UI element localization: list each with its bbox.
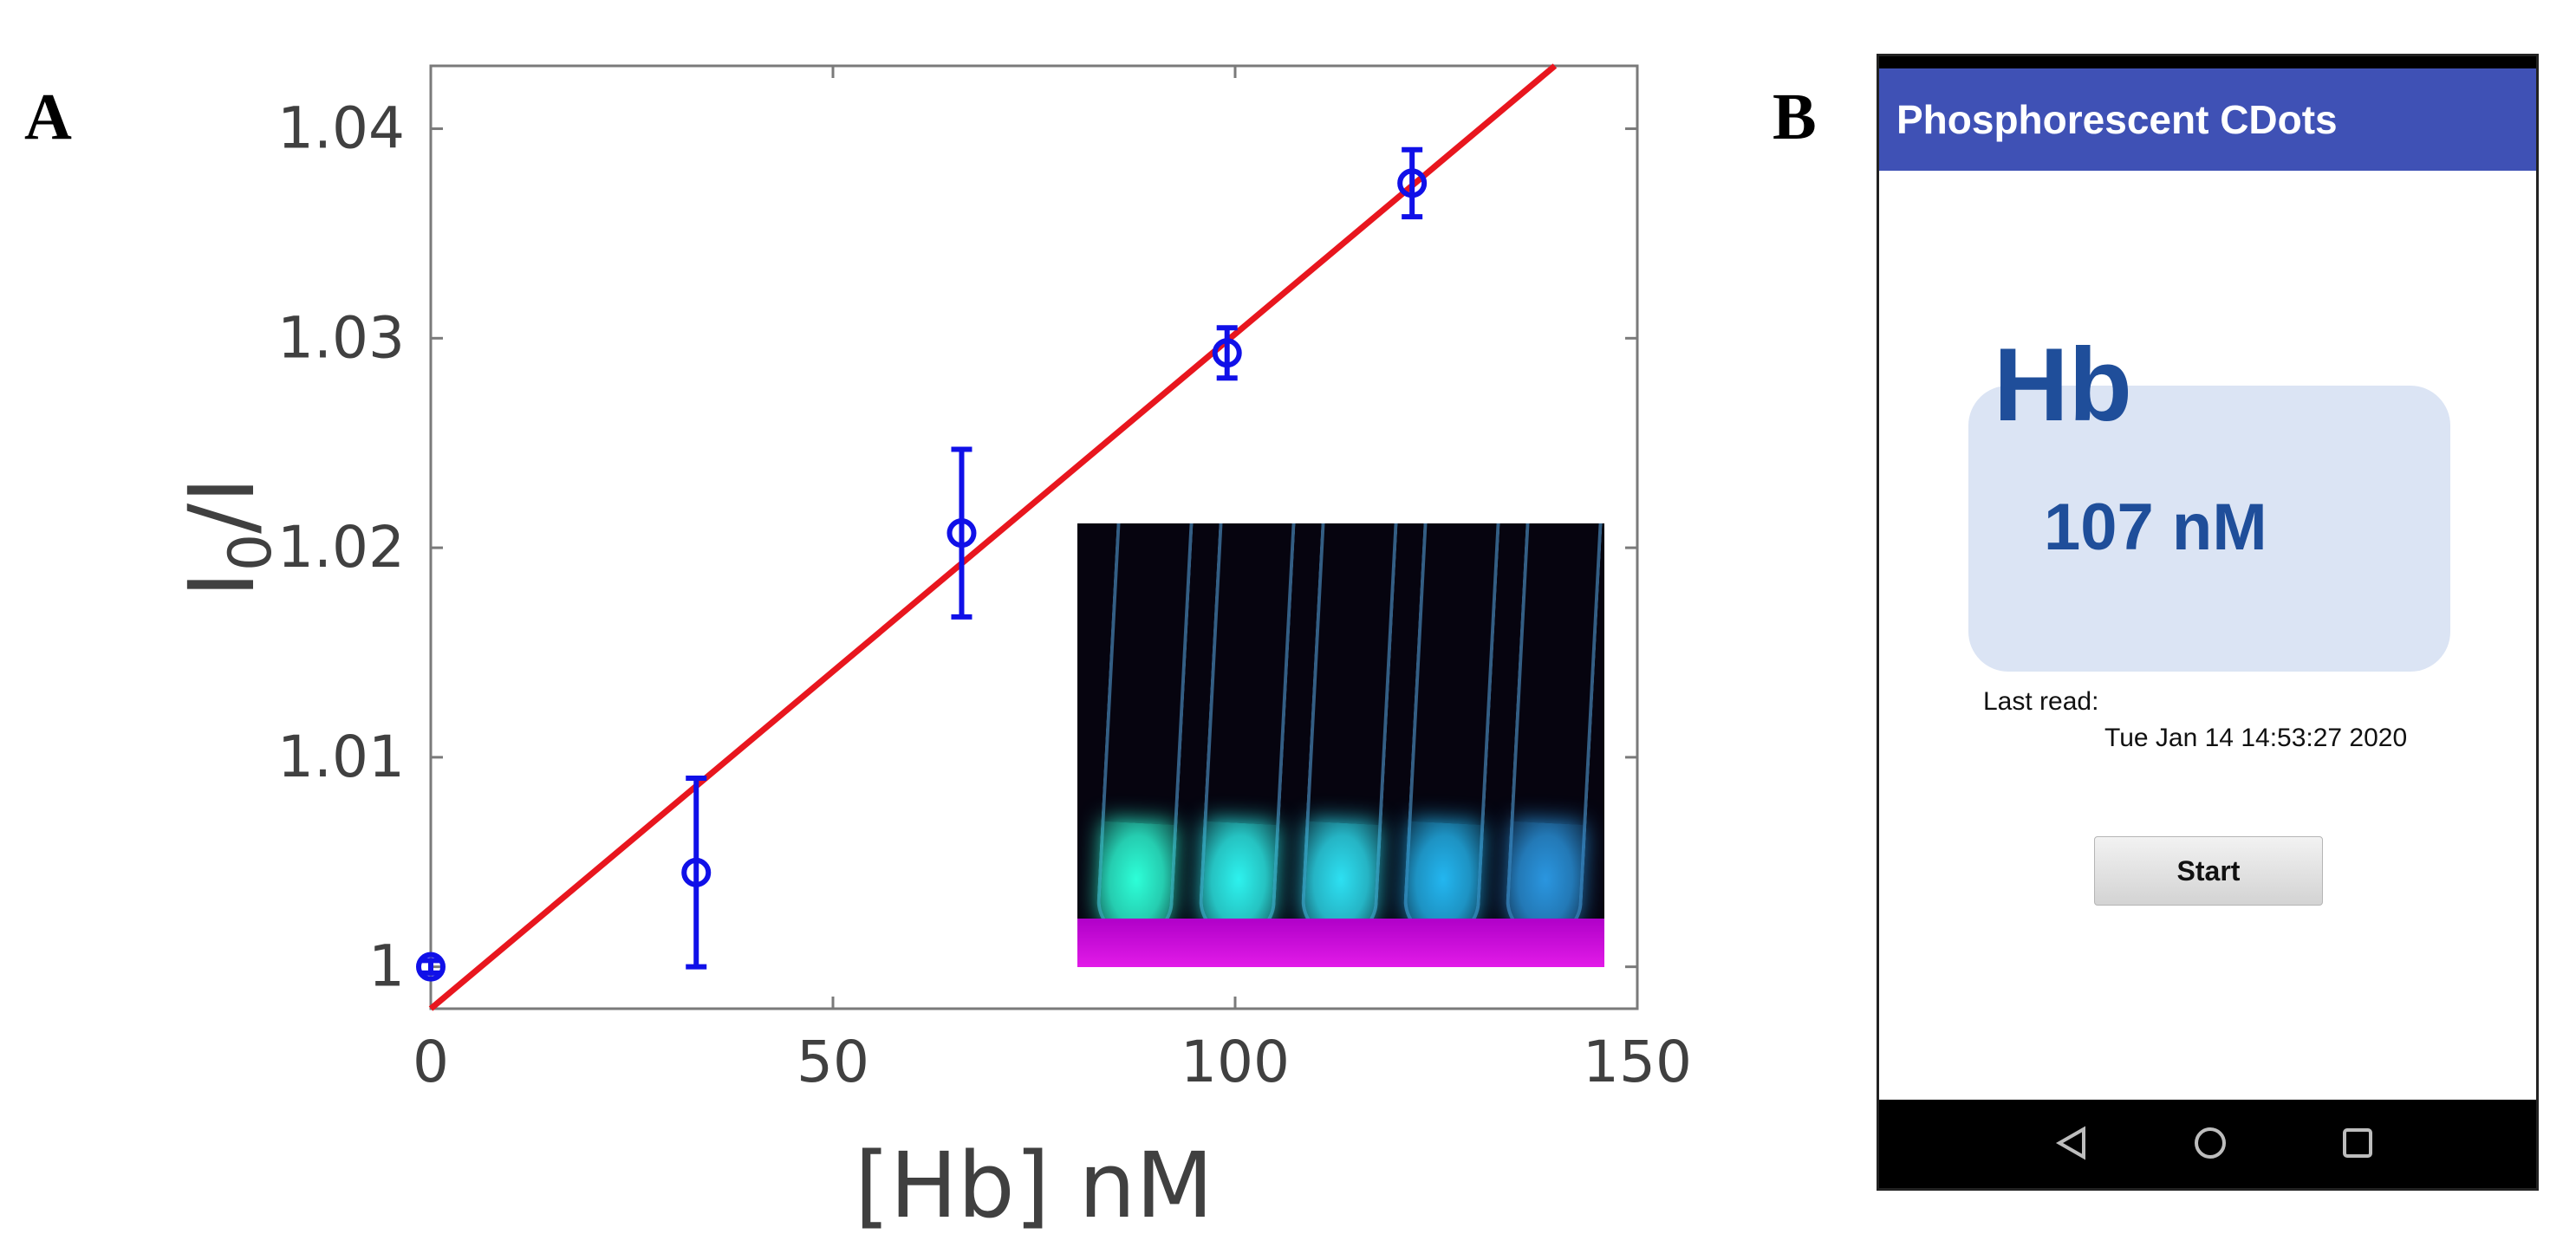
y-tick-label: 1 <box>368 933 405 1000</box>
recents-icon[interactable] <box>2339 1124 2377 1162</box>
uv-glow <box>1077 919 1604 967</box>
y-axis-title: I0/I <box>169 477 285 598</box>
start-button[interactable]: Start <box>2094 836 2323 906</box>
vial-tube <box>1197 523 1298 941</box>
back-icon[interactable] <box>2052 1124 2091 1162</box>
data-point <box>1212 338 1242 368</box>
nav-bar <box>1879 1100 2536 1188</box>
x-axis-ticks: 0 50 100 150 <box>413 66 1692 1095</box>
y-axis-title-sub: 0 <box>217 534 285 571</box>
x-tick-label: 100 <box>1181 1029 1290 1095</box>
fit-layer <box>428 63 1558 1011</box>
data-layer <box>416 146 1428 982</box>
concentration-value: 107 nM <box>2044 490 2267 564</box>
y-tick-label: 1.03 <box>277 304 405 371</box>
data-point <box>416 951 446 982</box>
data-point <box>1397 168 1428 198</box>
vial-tube <box>1095 523 1195 941</box>
vials-photo-inset <box>1077 523 1604 967</box>
last-read-time: Tue Jan 14 14:53:27 2020 <box>2104 724 2408 752</box>
x-tick-label: 150 <box>1583 1029 1692 1095</box>
vial-tube <box>1299 523 1400 941</box>
y-tick-label: 1.04 <box>277 95 405 162</box>
vial-tube <box>1504 523 1604 941</box>
panel-label-a: A <box>24 81 72 153</box>
panel-label-b: B <box>1773 81 1817 153</box>
plot-frame <box>429 64 1639 1010</box>
phone-screen: Phosphorescent CDots Hb 107 nM Last read… <box>1877 54 2539 1191</box>
y-axis-title-main: I <box>169 571 275 598</box>
result-card <box>1968 386 2450 672</box>
fit-line <box>428 63 1558 1011</box>
app-title: Phosphorescent CDots <box>1879 68 2536 171</box>
x-axis-title: [Hb] nM <box>855 1133 1213 1238</box>
analyte-label: Hb <box>1994 327 2132 443</box>
y-axis-ticks: 1 1.01 1.02 1.03 1.04 <box>277 95 1637 1000</box>
vial-tube <box>1402 523 1502 941</box>
data-point <box>946 518 977 549</box>
home-icon[interactable] <box>2191 1124 2229 1162</box>
x-tick-label: 0 <box>413 1029 449 1095</box>
y-tick-label: 1.01 <box>277 724 405 790</box>
y-tick-label: 1.02 <box>277 514 405 581</box>
y-axis-title-tail: /I <box>169 477 275 534</box>
status-bar <box>1879 56 2536 68</box>
x-tick-label: 50 <box>797 1029 869 1095</box>
data-point <box>681 857 712 887</box>
last-read-label: Last read: <box>1983 687 2099 716</box>
